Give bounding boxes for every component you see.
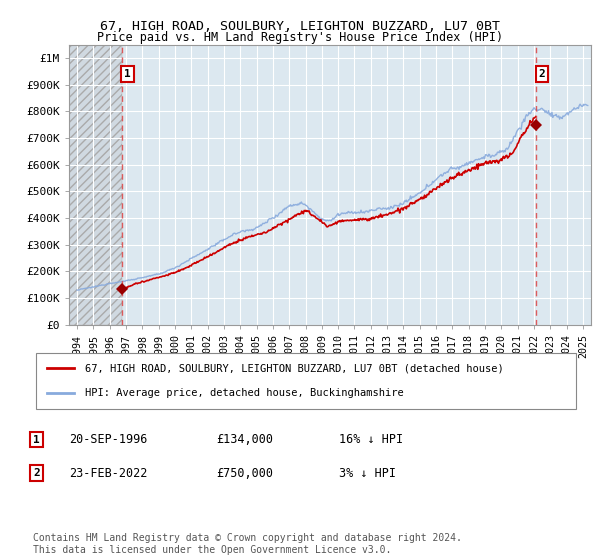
Text: Contains HM Land Registry data © Crown copyright and database right 2024.
This d: Contains HM Land Registry data © Crown c… [33,533,462,555]
Text: 2: 2 [538,69,545,79]
Text: 2: 2 [33,468,40,478]
Text: £750,000: £750,000 [216,466,273,480]
Text: 67, HIGH ROAD, SOULBURY, LEIGHTON BUZZARD, LU7 0BT: 67, HIGH ROAD, SOULBURY, LEIGHTON BUZZAR… [100,20,500,32]
Text: 1: 1 [33,435,40,445]
Text: 23-FEB-2022: 23-FEB-2022 [69,466,148,480]
Text: 20-SEP-1996: 20-SEP-1996 [69,433,148,446]
Text: 67, HIGH ROAD, SOULBURY, LEIGHTON BUZZARD, LU7 0BT (detached house): 67, HIGH ROAD, SOULBURY, LEIGHTON BUZZAR… [85,363,503,374]
Text: 16% ↓ HPI: 16% ↓ HPI [339,433,403,446]
Text: 3% ↓ HPI: 3% ↓ HPI [339,466,396,480]
Bar [69,45,122,325]
Bar [69,45,122,325]
Text: 1: 1 [124,69,131,79]
FancyBboxPatch shape [36,353,576,409]
Text: Price paid vs. HM Land Registry's House Price Index (HPI): Price paid vs. HM Land Registry's House … [97,31,503,44]
Text: £134,000: £134,000 [216,433,273,446]
Text: HPI: Average price, detached house, Buckinghamshire: HPI: Average price, detached house, Buck… [85,388,403,398]
